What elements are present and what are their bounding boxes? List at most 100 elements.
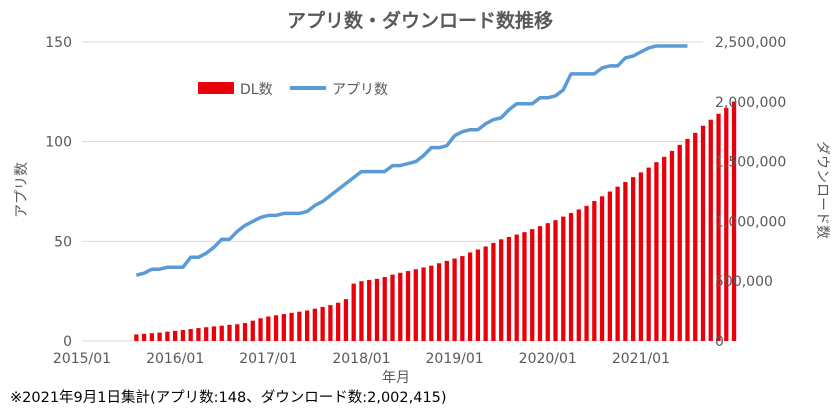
dl-bar	[607, 191, 612, 341]
left-tick-label: 0	[63, 334, 72, 350]
app-count-line	[135, 44, 688, 277]
dl-bar	[405, 271, 411, 341]
dl-bar	[250, 320, 255, 341]
dl-bar	[211, 326, 217, 341]
x-axis-title: 年月	[382, 370, 410, 385]
legend-dl-label: DL数	[240, 82, 273, 98]
dl-bar	[242, 323, 248, 341]
left-tick-label: 150	[45, 35, 72, 51]
dl-bar	[374, 278, 380, 341]
dl-bar	[173, 330, 178, 341]
right-tick-label: 500,000	[715, 274, 773, 290]
right-tick-label: 0	[715, 334, 724, 350]
dl-bar	[273, 315, 279, 341]
x-tick-label: 2019/01	[426, 351, 484, 367]
dl-bar	[328, 305, 333, 341]
dl-bar	[685, 138, 690, 341]
dl-bar	[149, 333, 154, 341]
dl-bar	[436, 263, 442, 341]
left-axis-title: アプリ数	[14, 162, 30, 218]
dl-bar	[491, 242, 496, 341]
dl-bar	[576, 209, 581, 341]
dl-bar	[180, 329, 186, 341]
dl-bar	[623, 181, 628, 341]
chart-title: アプリ数・ダウンロード数推移	[287, 9, 553, 32]
dl-bar	[708, 119, 713, 342]
dl-bar	[646, 167, 651, 341]
dl-bar	[537, 226, 543, 341]
dl-bar	[359, 281, 364, 341]
x-tick-label: 2020/01	[519, 351, 577, 367]
dl-bar	[141, 333, 147, 341]
legend: DL数 アプリ数	[198, 82, 388, 98]
dl-bar	[266, 316, 271, 341]
footnote: ※2021年9月1日集計(アプリ数:148、ダウンロード数:2,002,415)	[10, 390, 447, 406]
dl-bar	[188, 329, 193, 341]
dl-bar	[731, 101, 737, 341]
dl-bar	[654, 162, 659, 341]
dl-bar	[561, 216, 566, 341]
dl-bar	[460, 256, 465, 341]
dl-bar	[429, 265, 434, 341]
dl-bar	[304, 310, 310, 341]
dl-bar	[662, 156, 667, 341]
dl-bar	[724, 107, 729, 341]
legend-dl-swatch	[198, 82, 234, 94]
dl-bar	[638, 172, 644, 341]
dl-bar	[289, 312, 294, 341]
dl-bar	[336, 302, 341, 341]
x-tick-label: 2016/01	[146, 351, 204, 367]
x-tick-label: 2018/01	[332, 351, 390, 367]
dl-bar	[367, 280, 372, 341]
dl-bar	[157, 332, 162, 341]
right-tick-label: 1,500,000	[715, 155, 786, 171]
dl-bar	[452, 258, 457, 341]
x-tick-label: 2017/01	[239, 351, 297, 367]
dl-bar	[514, 234, 519, 341]
dl-bar	[312, 308, 318, 341]
dl-bar	[258, 318, 263, 341]
left-axis-ticks: 0 50 100 150	[45, 35, 72, 350]
dl-bar	[716, 113, 721, 341]
dl-bar	[165, 331, 170, 341]
right-tick-label: 1,000,000	[715, 214, 786, 230]
dl-bar	[343, 299, 349, 341]
dl-bar	[700, 125, 706, 341]
dl-bar	[584, 205, 589, 341]
x-axis-ticks: 2015/01 2016/01 2017/01 2018/01 2019/01 2020/…	[53, 351, 670, 367]
x-tick-label: 2021/01	[612, 351, 670, 367]
dl-bar	[592, 201, 597, 341]
dl-bars	[134, 101, 737, 342]
dl-bar	[320, 306, 325, 341]
dl-bar	[568, 213, 574, 341]
dl-bar	[506, 236, 512, 341]
dl-bar	[467, 252, 473, 341]
dl-bar	[631, 177, 636, 341]
dl-bar	[553, 220, 558, 341]
dl-bar	[196, 328, 201, 341]
dl-bar	[421, 267, 426, 341]
dl-bar	[297, 311, 302, 341]
dl-bar	[413, 269, 418, 341]
dl-bar	[351, 283, 356, 341]
dl-bar	[615, 186, 620, 341]
dl-bar	[669, 150, 675, 341]
dl-bar	[599, 196, 605, 341]
dl-bar	[693, 132, 698, 341]
dl-bar	[227, 324, 232, 341]
dl-bar	[382, 277, 387, 341]
dl-bar	[677, 144, 682, 341]
dl-bar	[444, 260, 449, 341]
dl-bar	[522, 232, 527, 341]
right-axis-ticks: 0 500,000 1,000,000 1,500,000 2,000,000 2,500…	[715, 35, 786, 350]
left-tick-label: 100	[45, 135, 72, 151]
legend-app-label: アプリ数	[332, 82, 388, 98]
dl-bar	[398, 272, 403, 341]
dl-bar	[483, 246, 488, 341]
right-tick-label: 2,500,000	[715, 35, 786, 51]
dl-bar	[281, 314, 286, 341]
dl-bar	[475, 249, 481, 341]
dl-bar	[134, 334, 139, 341]
x-tick-label: 2015/01	[53, 351, 111, 367]
dl-bar	[204, 327, 209, 341]
